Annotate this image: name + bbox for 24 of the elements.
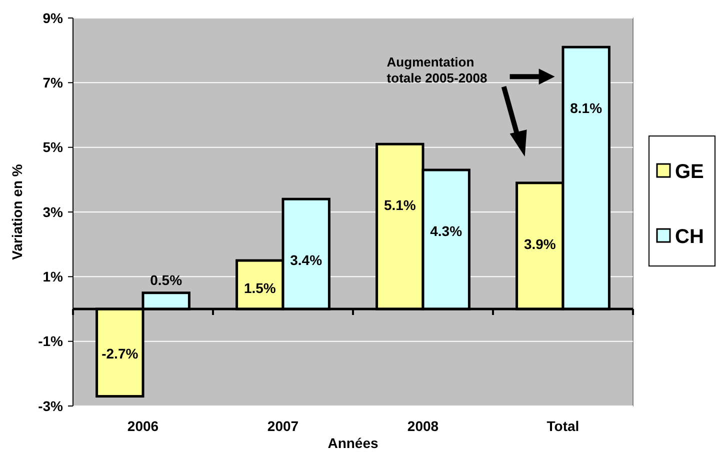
y-tick-label: -3% xyxy=(38,398,64,414)
data-label: 8.1% xyxy=(570,100,603,116)
data-label: 3.9% xyxy=(524,236,556,252)
y-axis-title: Variation en % xyxy=(9,164,25,260)
legend-label: CH xyxy=(675,226,704,248)
x-tick-label: 2007 xyxy=(267,418,299,434)
x-axis-title: Années xyxy=(328,435,378,451)
x-tick-label: 2006 xyxy=(127,418,159,434)
data-label: -2.7% xyxy=(102,346,139,362)
data-label: 0.5% xyxy=(150,272,183,288)
annotation: Augmentation totale 2005-2008 xyxy=(386,54,488,86)
x-tick-label: Total xyxy=(546,418,580,434)
y-tick-label: 3% xyxy=(42,204,64,220)
y-tick-label: 1% xyxy=(42,268,64,285)
y-tick-label: 9% xyxy=(42,10,64,26)
data-label: 5.1% xyxy=(384,197,416,214)
y-tick-label: 7% xyxy=(42,74,64,91)
data-label: 3.4% xyxy=(290,252,323,268)
legend-label: GE xyxy=(675,161,704,183)
y-tick-label: -1% xyxy=(38,333,64,350)
y-tick-label: 5% xyxy=(42,139,64,156)
data-label: 4.3% xyxy=(430,222,463,239)
x-tick-label: 2008 xyxy=(407,418,439,434)
data-label: 1.5% xyxy=(244,280,276,296)
